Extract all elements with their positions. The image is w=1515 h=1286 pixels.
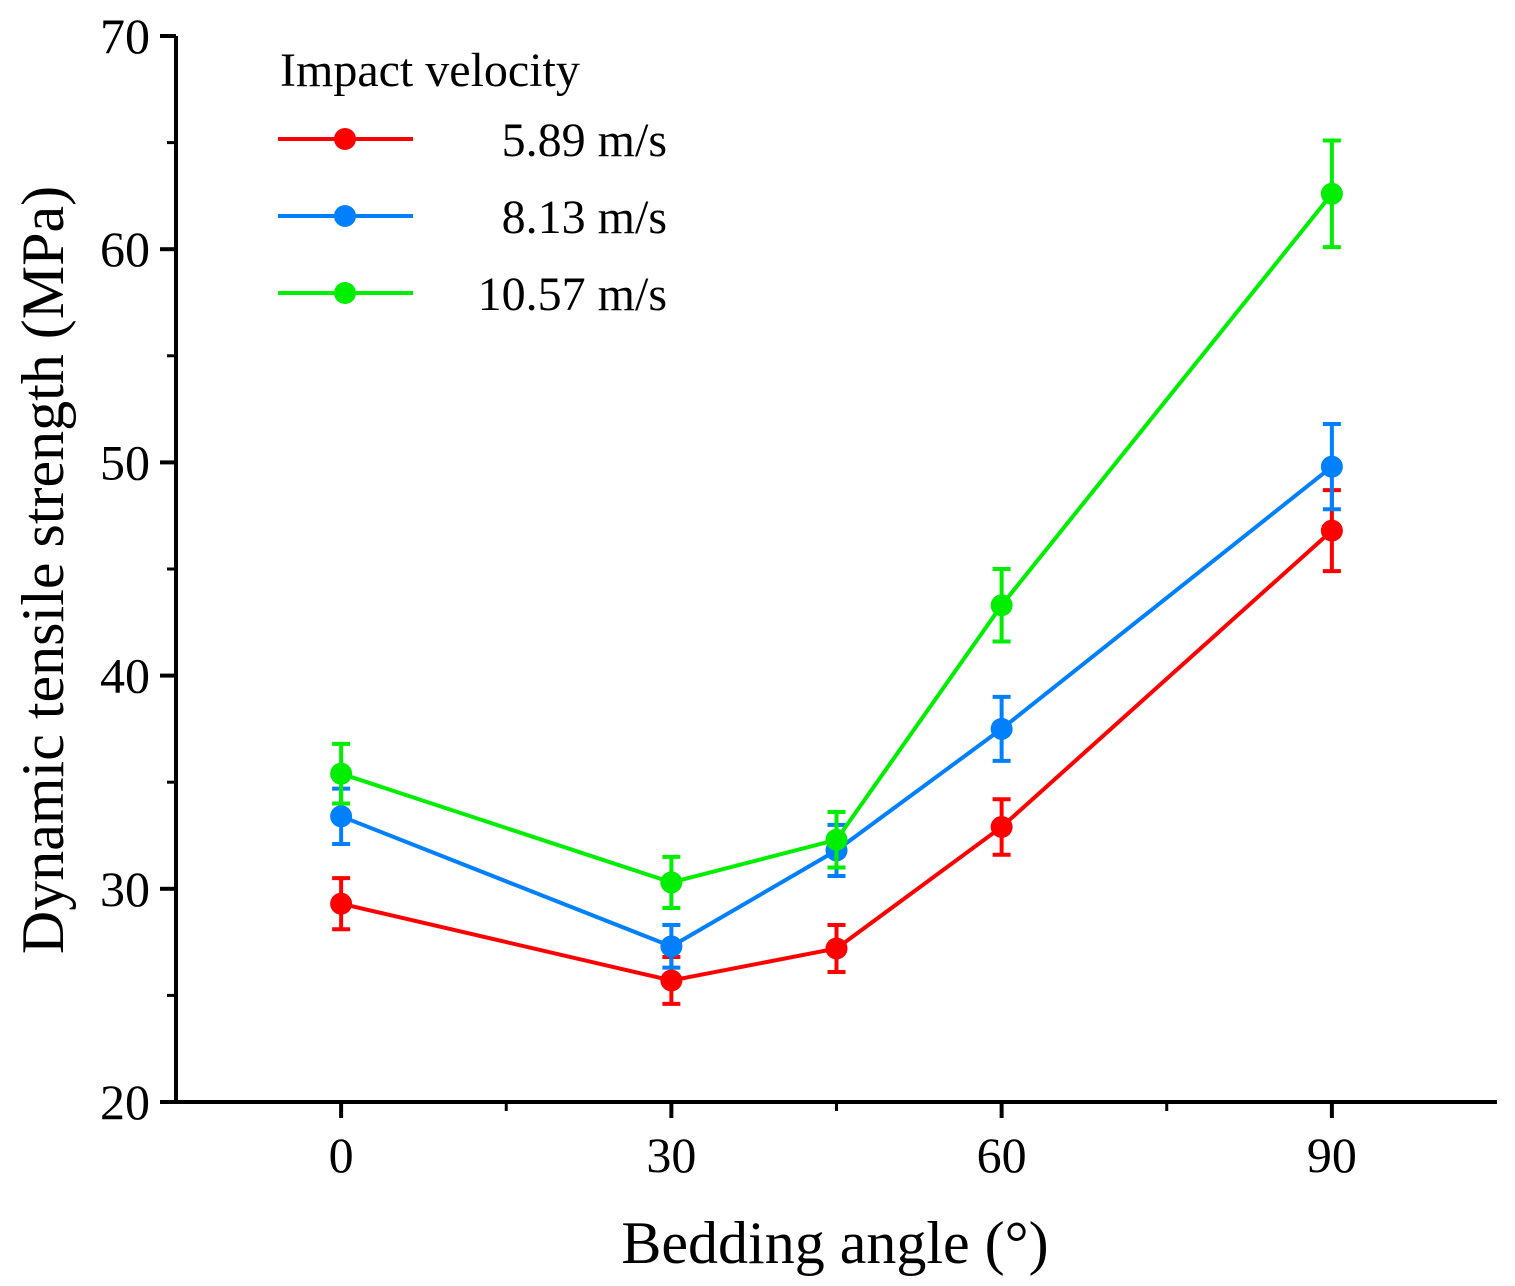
legend-marker (334, 205, 356, 227)
legend-label: 5.89 m/s (502, 114, 667, 167)
x-tick-label: 0 (329, 1127, 354, 1183)
data-point (825, 937, 848, 960)
data-point (660, 871, 683, 894)
axes-layer: 20 30 40 50 60 70 0 30 60 90 (100, 8, 1497, 1183)
data-point (330, 762, 353, 785)
data-point (660, 969, 683, 992)
y-tick-label: 20 (100, 1074, 150, 1130)
legend-label: 8.13 m/s (502, 191, 667, 244)
legend-marker (334, 282, 356, 304)
x-tick-label: 30 (646, 1127, 696, 1183)
data-point (990, 815, 1013, 838)
legend-title: Impact velocity (280, 44, 580, 97)
y-tick-label: 60 (100, 221, 150, 277)
data-point (330, 805, 353, 828)
data-point (330, 892, 353, 915)
legend-label: 10.57 m/s (478, 268, 667, 321)
legend: Impact velocity 5.89 m/s 8.13 m/s 10.57 m/… (278, 44, 667, 321)
y-tick-label: 30 (100, 861, 150, 917)
data-point (990, 717, 1013, 740)
data-point (825, 828, 848, 851)
y-tick-label: 40 (100, 648, 150, 704)
series-3 (330, 138, 1343, 910)
series-1 (330, 488, 1343, 1006)
data-point (660, 935, 683, 958)
legend-marker (334, 128, 356, 150)
x-axis-title: Bedding angle (°) (621, 1210, 1048, 1276)
x-tick-label: 90 (1307, 1127, 1357, 1183)
data-point (1320, 182, 1343, 205)
y-tick-label: 70 (100, 8, 150, 64)
series-layer (330, 138, 1343, 1006)
series-line (340, 529, 1334, 983)
x-tick-label: 60 (977, 1127, 1027, 1183)
y-axis-title: Dynamic tensile strength (MPa) (10, 186, 76, 954)
y-tick-label: 50 (100, 434, 150, 490)
data-point (990, 594, 1013, 617)
series-2 (330, 422, 1343, 970)
data-point (1320, 455, 1343, 478)
data-point (1320, 519, 1343, 542)
